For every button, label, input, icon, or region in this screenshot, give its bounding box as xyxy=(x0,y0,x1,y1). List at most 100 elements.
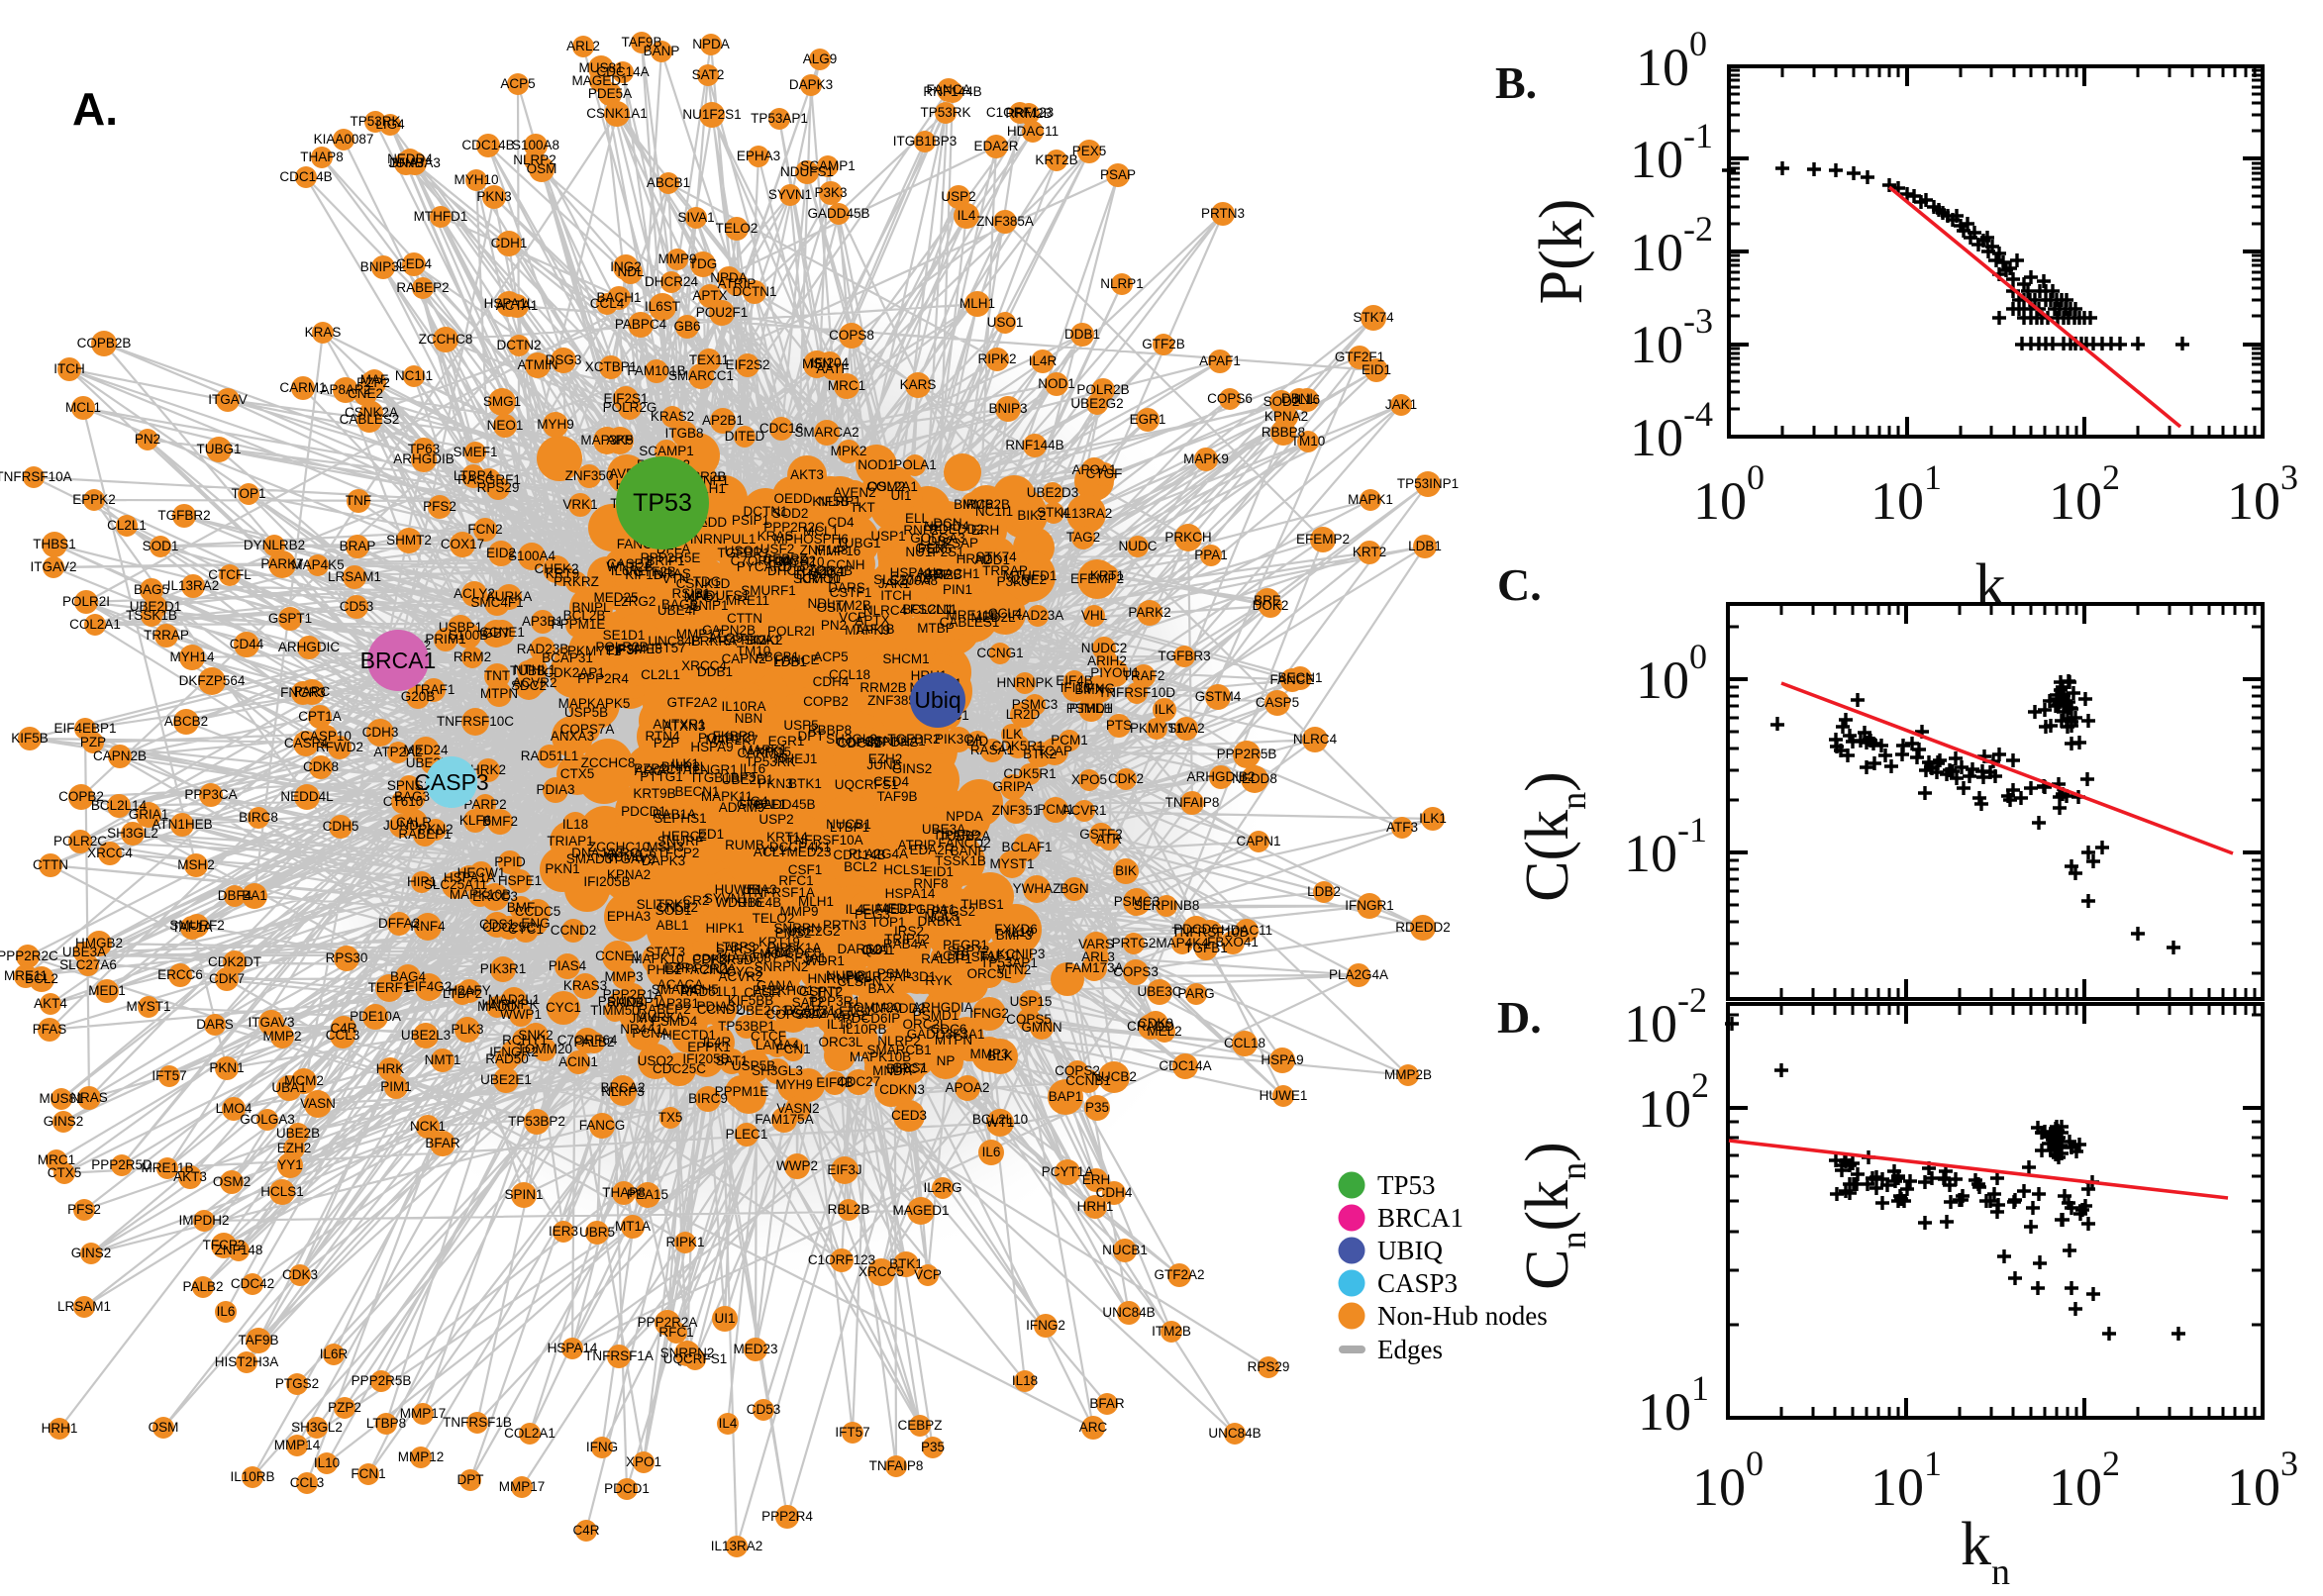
svg-text:10-1: 10-1 xyxy=(1624,810,1707,883)
svg-text:CRADD: CRADD xyxy=(1127,1019,1174,1034)
svg-text:ARHGDIB2: ARHGDIB2 xyxy=(1186,769,1255,784)
svg-text:DRBK1: DRBK1 xyxy=(917,914,961,929)
svg-text:PDIA3: PDIA3 xyxy=(536,782,574,797)
svg-text:IL6ST: IL6ST xyxy=(645,299,680,314)
svg-text:BECN1: BECN1 xyxy=(1277,670,1322,685)
svg-text:10-2: 10-2 xyxy=(1624,980,1707,1053)
svg-text:GTF2A2: GTF2A2 xyxy=(666,695,717,710)
svg-text:CDH4: CDH4 xyxy=(1096,1185,1133,1200)
svg-text:AKT3: AKT3 xyxy=(790,467,824,482)
svg-text:ZNF351: ZNF351 xyxy=(992,803,1041,818)
svg-text:102: 102 xyxy=(2049,457,2120,531)
svg-text:PABPC4: PABPC4 xyxy=(615,317,667,332)
svg-text:UBIQ: UBIQ xyxy=(1377,1236,1443,1265)
svg-text:GSPT1: GSPT1 xyxy=(268,611,312,626)
svg-text:PFAS: PFAS xyxy=(33,1022,67,1037)
svg-text:PLK3: PLK3 xyxy=(451,1022,483,1037)
svg-text:MMP3: MMP3 xyxy=(604,969,643,984)
svg-text:CPT1A: CPT1A xyxy=(298,709,342,724)
svg-text:PTTG1: PTTG1 xyxy=(640,769,683,784)
svg-text:CD44: CD44 xyxy=(230,637,264,651)
svg-text:NEDD4L: NEDD4L xyxy=(280,789,334,804)
svg-text:EIF4EBP1: EIF4EBP1 xyxy=(53,721,116,736)
svg-text:BIK: BIK xyxy=(1115,863,1137,878)
svg-text:UBE4P: UBE4P xyxy=(657,603,701,618)
svg-text:THAP8: THAP8 xyxy=(300,150,344,164)
svg-text:CAPN2B: CAPN2B xyxy=(93,748,147,763)
svg-text:PDCD1: PDCD1 xyxy=(604,1481,650,1496)
svg-text:TNFAIP8: TNFAIP8 xyxy=(869,1458,924,1473)
svg-text:XPO5: XPO5 xyxy=(1071,772,1107,787)
svg-text:PPPM1E: PPPM1E xyxy=(552,617,606,632)
svg-text:PTS: PTS xyxy=(1106,718,1132,733)
svg-text:HRH1: HRH1 xyxy=(42,1421,78,1436)
svg-text:HIST2H3A: HIST2H3A xyxy=(215,1354,279,1369)
svg-text:USO1: USO1 xyxy=(987,315,1024,330)
svg-text:LRSAM1: LRSAM1 xyxy=(57,1299,111,1314)
svg-text:TP53RK: TP53RK xyxy=(350,114,400,129)
svg-text:HRH1: HRH1 xyxy=(1077,1199,1114,1214)
svg-text:ARL3: ARL3 xyxy=(1081,949,1115,964)
svg-text:PZP: PZP xyxy=(80,735,106,749)
svg-text:CDC14B: CDC14B xyxy=(279,169,332,184)
svg-text:101: 101 xyxy=(1870,1444,1942,1517)
svg-text:HIPK1: HIPK1 xyxy=(705,921,744,936)
svg-text:101: 101 xyxy=(1638,1368,1709,1442)
svg-text:EID1: EID1 xyxy=(1362,362,1391,377)
svg-text:YWHAZ: YWHAZ xyxy=(1013,881,1061,896)
svg-text:UBE2G2: UBE2G2 xyxy=(1070,396,1123,411)
svg-text:PEX5: PEX5 xyxy=(1072,144,1107,158)
svg-text:GTF2B: GTF2B xyxy=(1142,337,1185,351)
svg-text:IL4: IL4 xyxy=(719,1416,738,1431)
svg-text:COPS3: COPS3 xyxy=(1113,964,1159,979)
svg-text:SCAMP1: SCAMP1 xyxy=(800,158,856,173)
svg-text:MAGED1: MAGED1 xyxy=(892,1203,949,1218)
svg-text:MYH9: MYH9 xyxy=(537,417,574,432)
svg-text:SNRPN2: SNRPN2 xyxy=(660,1346,715,1360)
svg-text:ITGB8: ITGB8 xyxy=(664,426,703,441)
svg-text:GB6: GB6 xyxy=(673,319,700,334)
svg-text:MCM2: MCM2 xyxy=(284,1073,324,1088)
svg-text:HDAC11: HDAC11 xyxy=(1221,923,1272,938)
svg-text:ITCH: ITCH xyxy=(53,361,85,376)
svg-text:TNT: TNT xyxy=(484,668,510,683)
svg-text:TUBG1: TUBG1 xyxy=(196,442,241,456)
svg-text:ITGB1BP3: ITGB1BP3 xyxy=(893,134,958,149)
svg-text:CN5L2: CN5L2 xyxy=(656,900,698,915)
svg-text:PZP2: PZP2 xyxy=(356,375,390,390)
svg-text:AP2B1: AP2B1 xyxy=(702,413,744,428)
svg-text:PN2: PN2 xyxy=(135,432,160,447)
svg-text:COL2A2: COL2A2 xyxy=(791,1006,843,1021)
svg-text:TNFRSF10C: TNFRSF10C xyxy=(437,714,514,729)
svg-text:HUWE1: HUWE1 xyxy=(1260,1088,1308,1103)
svg-text:TP53BP2: TP53BP2 xyxy=(508,1114,565,1129)
svg-text:UBE3C: UBE3C xyxy=(1137,984,1181,999)
svg-text:BCL2: BCL2 xyxy=(844,859,877,874)
svg-text:ALG9: ALG9 xyxy=(803,51,838,66)
svg-text:MMP16: MMP16 xyxy=(815,544,861,558)
svg-text:SMARCA2: SMARCA2 xyxy=(794,425,858,440)
svg-text:CD53: CD53 xyxy=(747,1402,781,1417)
svg-text:BID: BID xyxy=(966,734,989,748)
svg-text:KIAA0087: KIAA0087 xyxy=(314,132,374,147)
svg-text:TAG2: TAG2 xyxy=(1066,530,1100,545)
svg-text:USP5B: USP5B xyxy=(564,705,608,720)
svg-text:ITGAV: ITGAV xyxy=(208,392,248,407)
svg-text:SMG1: SMG1 xyxy=(483,394,521,409)
svg-text:BFAR: BFAR xyxy=(1089,1396,1125,1411)
svg-text:ACIN1: ACIN1 xyxy=(558,1054,598,1069)
svg-text:ZNF350: ZNF350 xyxy=(565,468,614,483)
svg-text:PSMC3: PSMC3 xyxy=(1114,894,1161,909)
svg-text:BAP1: BAP1 xyxy=(1049,1089,1083,1104)
svg-text:IL10: IL10 xyxy=(314,1455,340,1470)
svg-text:UI1: UI1 xyxy=(714,1311,735,1326)
svg-text:PLEC1: PLEC1 xyxy=(726,1127,768,1142)
svg-text:KCNIP3: KCNIP3 xyxy=(997,947,1046,961)
svg-text:UBE3A: UBE3A xyxy=(62,945,106,959)
svg-text:PDE5A: PDE5A xyxy=(588,86,632,101)
svg-text:STK74: STK74 xyxy=(1353,310,1394,325)
svg-text:BCLAF1: BCLAF1 xyxy=(1001,840,1052,854)
svg-text:JAK1: JAK1 xyxy=(1385,397,1417,412)
svg-text:MMP9: MMP9 xyxy=(657,251,696,266)
svg-text:CARM1: CARM1 xyxy=(279,380,326,395)
